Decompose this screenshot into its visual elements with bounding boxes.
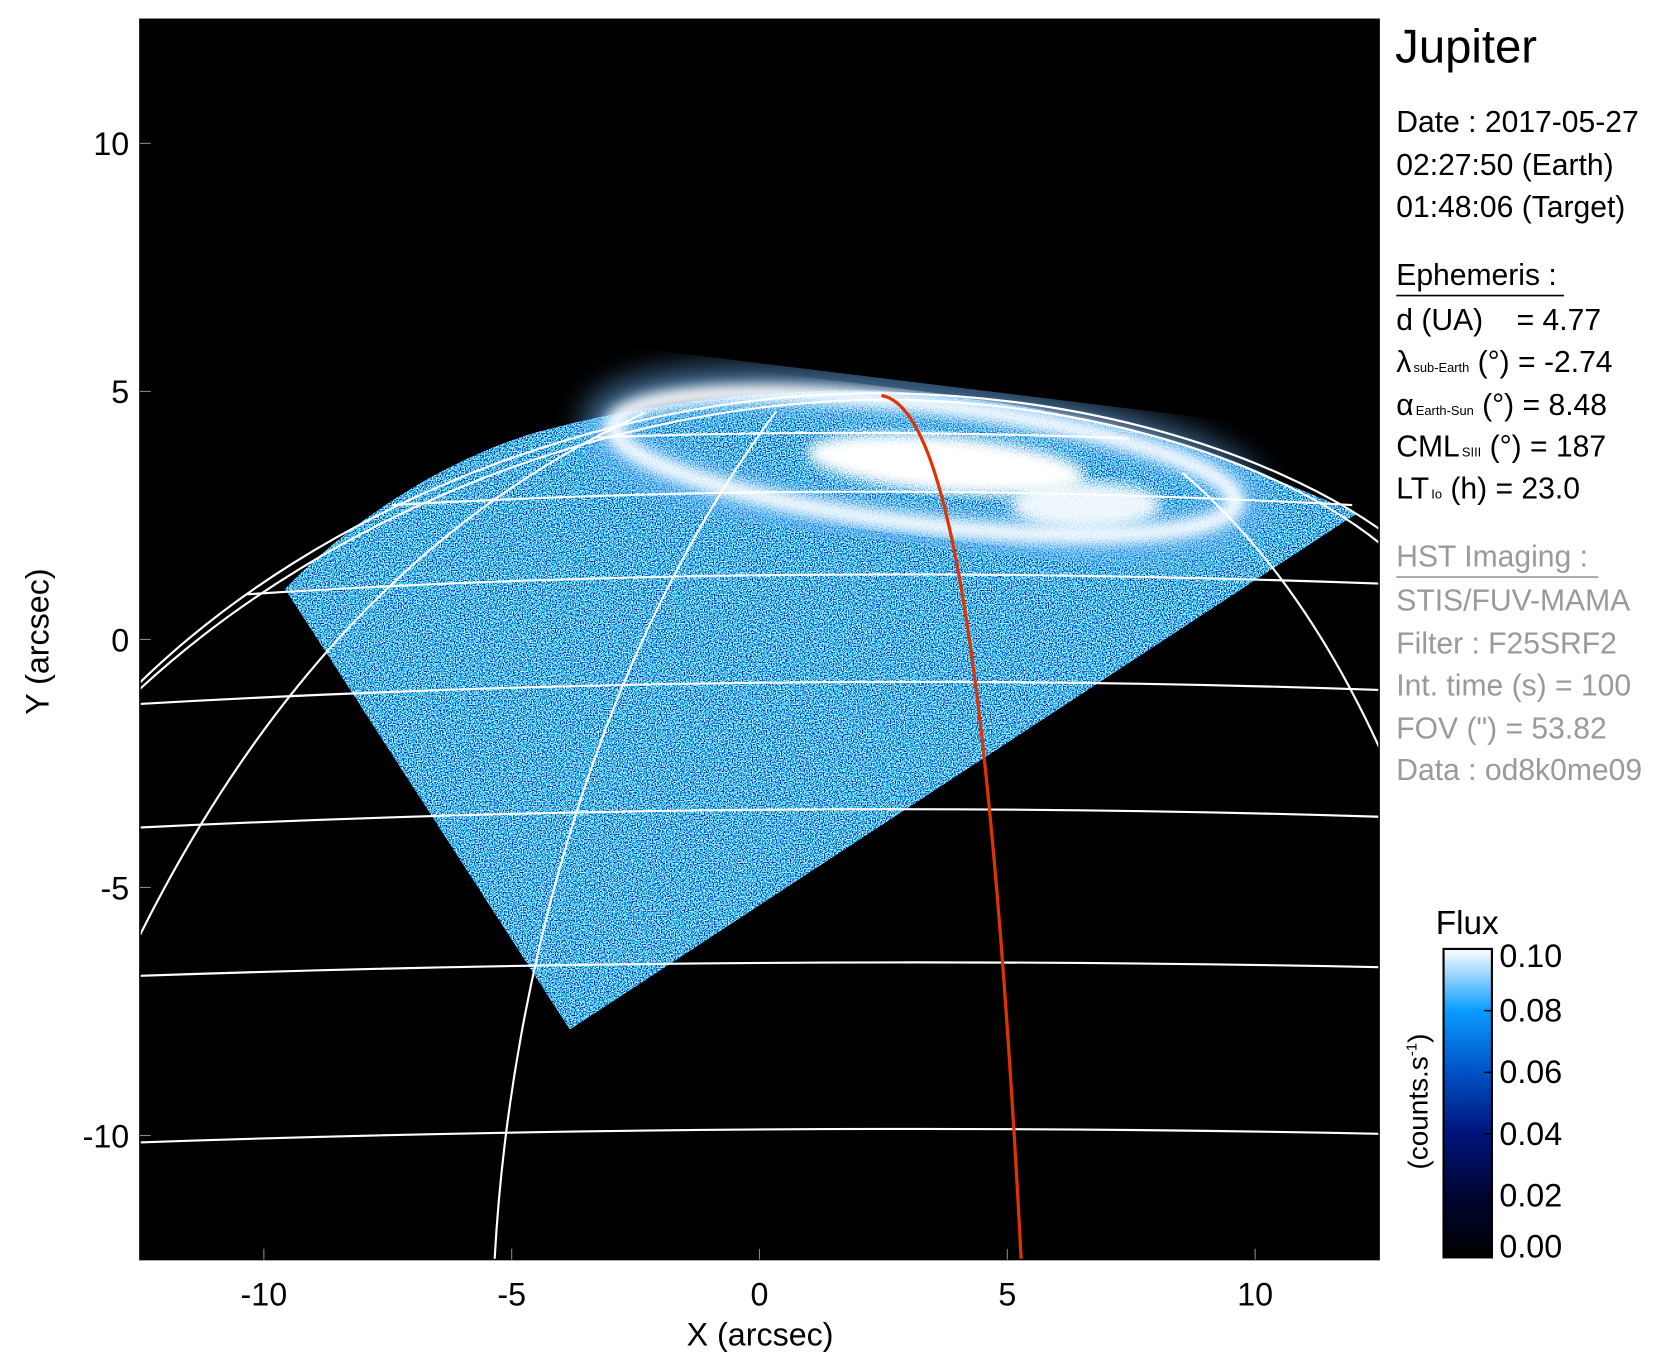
colorbar-tick-label: 0.10 — [1499, 938, 1562, 974]
ephemeris-heading: Ephemeris : — [1396, 259, 1556, 292]
field-of-view: FOV (") = 53.82 — [1396, 712, 1606, 745]
colorbar-tick-label: 0.06 — [1499, 1054, 1562, 1090]
x-tick-label: 5 — [998, 1277, 1016, 1313]
info-panel: Jupiter Date : 2017-05-27 02:27:50 (Eart… — [1395, 20, 1642, 787]
target-name: Jupiter — [1395, 20, 1537, 73]
colorbar-tick-label: 0.02 — [1499, 1177, 1562, 1213]
filter: Filter : F25SRF2 — [1396, 627, 1617, 660]
integration-time: Int. time (s) = 100 — [1396, 669, 1631, 702]
x-axis-label: X (arcsec) — [687, 1317, 834, 1353]
dataset-id: Data : od8k0me09 — [1396, 754, 1642, 787]
phase-angle: α Earth-Sun (°) = 8.48 — [1396, 389, 1607, 422]
plot-area — [139, 19, 1380, 1260]
x-tick-label: -10 — [241, 1277, 288, 1313]
hst-heading: HST Imaging : — [1396, 540, 1588, 573]
reference-meridian — [881, 393, 1023, 1260]
y-tick-label: -5 — [101, 870, 130, 906]
date: Date : 2017-05-27 — [1396, 106, 1638, 139]
io-local-time: LT Io (h) = 23.0 — [1396, 473, 1580, 506]
lat-lon-grid — [139, 392, 1380, 1260]
y-tick-label: 0 — [111, 622, 129, 658]
colorbar-tick-label: 0.00 — [1499, 1228, 1562, 1264]
time-earth: 02:27:50 (Earth) — [1396, 149, 1613, 182]
x-tick-label: -5 — [497, 1277, 526, 1313]
x-tick-label: 10 — [1237, 1277, 1273, 1313]
y-tick-label: -10 — [83, 1118, 130, 1154]
colorbar-ticks: 0.10 0.08 0.06 0.04 0.02 0.00 — [1484, 938, 1562, 1264]
colorbar-label: (counts.s-1) — [1402, 1034, 1433, 1170]
distance: d (UA) = 4.77 — [1396, 304, 1601, 337]
auroral-emission — [582, 365, 1267, 563]
time-target: 01:48:06 (Target) — [1396, 191, 1625, 224]
x-tick-label: 0 — [751, 1277, 769, 1313]
colorbar-gradient — [1442, 947, 1493, 1259]
y-axis: 10 5 0 -5 -10 — [83, 126, 151, 1154]
colorbar-tick-label: 0.08 — [1499, 992, 1562, 1028]
colorbar-tick-label: 0.04 — [1499, 1116, 1562, 1152]
colorbar-title: Flux — [1436, 905, 1499, 942]
x-axis: -10 -5 0 5 10 — [241, 1248, 1273, 1313]
y-axis-label: Y (arcsec) — [20, 568, 56, 714]
colorbar: Flux 0.10 0.08 0.06 0.04 0.02 0.00 (counts.s-… — [1402, 905, 1562, 1264]
instrument: STIS/FUV-MAMA — [1396, 584, 1630, 617]
y-tick-label: 10 — [93, 126, 129, 162]
y-tick-label: 5 — [111, 374, 129, 410]
central-meridian-longitude: CML SIII (°) = 187 — [1396, 431, 1606, 464]
sub-earth-latitude: λ sub-Earth (°) = -2.74 — [1396, 346, 1612, 379]
